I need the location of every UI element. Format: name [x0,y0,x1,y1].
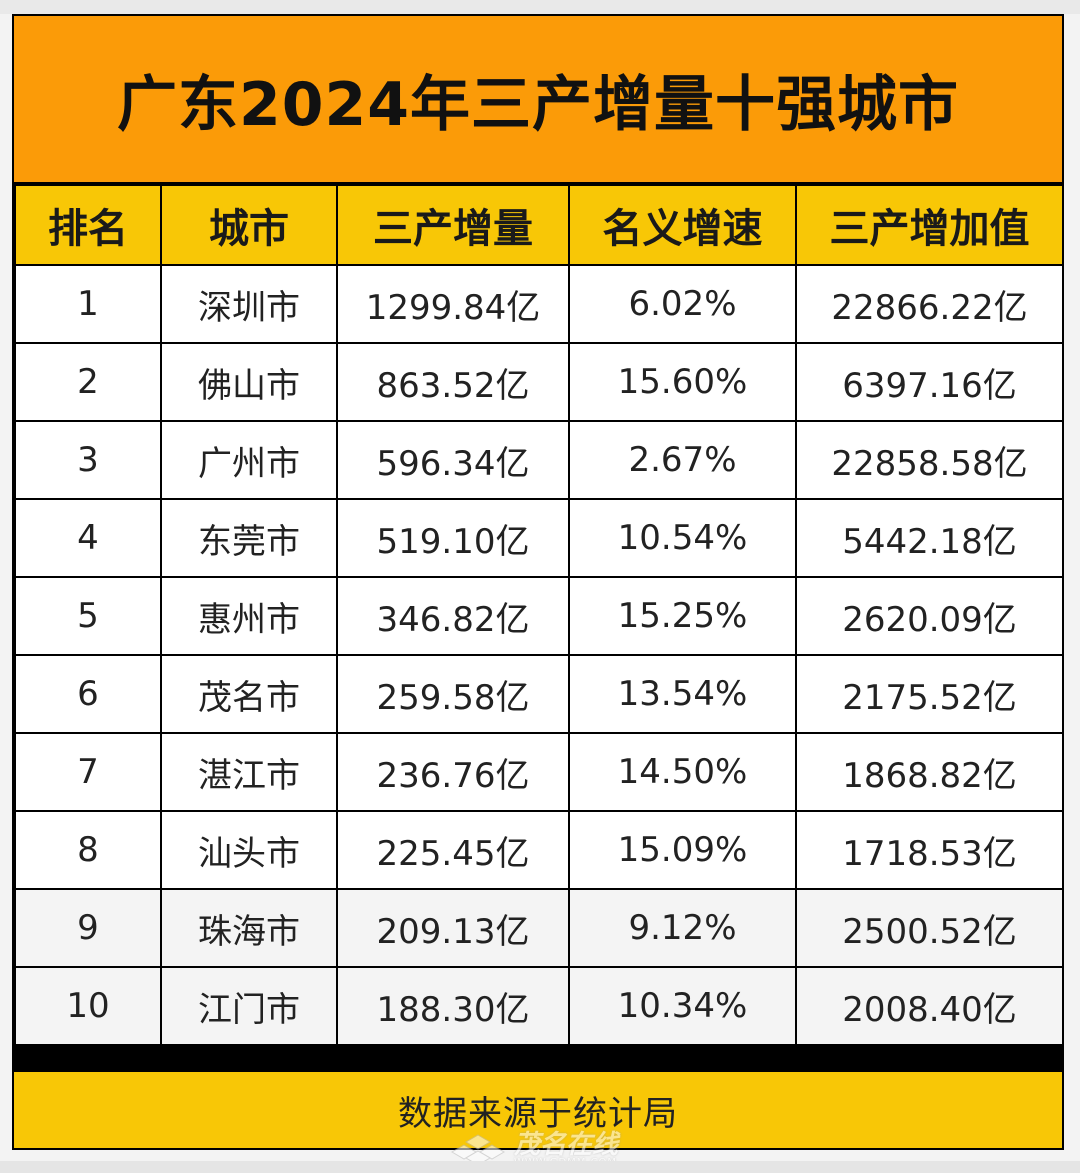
value-cell: 2620.09亿 [795,576,1064,656]
rank-cell: 9 [14,888,162,968]
city-cell: 珠海市 [160,888,338,968]
source-footer: 数据来源于统计局 [14,1070,1062,1148]
watermark-logo-icon [451,1134,505,1166]
increment-cell: 259.58亿 [336,654,570,734]
city-cell: 湛江市 [160,732,338,812]
city-cell: 茂名市 [160,654,338,734]
table-row: 1 深圳市 1299.84亿 6.02% 22866.22亿 [14,264,1064,344]
header-growth: 名义增速 [568,184,797,266]
value-cell: 2500.52亿 [795,888,1064,968]
growth-cell: 10.54% [568,498,797,578]
ranking-table: 排名 城市 三产增量 名义增速 三产增加值 1 深圳市 1299.84亿 6.0… [14,184,1064,1046]
city-cell: 江门市 [160,966,338,1046]
value-cell: 2008.40亿 [795,966,1064,1046]
growth-cell: 15.09% [568,810,797,890]
city-cell: 东莞市 [160,498,338,578]
header-value: 三产增加值 [795,184,1064,266]
table-row: 6 茂名市 259.58亿 13.54% 2175.52亿 [14,654,1064,734]
growth-cell: 15.60% [568,342,797,422]
rank-cell: 5 [14,576,162,656]
header-row: 排名 城市 三产增量 名义增速 三产增加值 [14,184,1064,266]
source-note: 数据来源于统计局 [398,1093,678,1134]
increment-cell: 346.82亿 [336,576,570,656]
table-row: 7 湛江市 236.76亿 14.50% 1868.82亿 [14,732,1064,812]
table-row: 5 惠州市 346.82亿 15.25% 2620.09亿 [14,576,1064,656]
value-cell: 22858.58亿 [795,420,1064,500]
ranking-table-card: 广东2024年三产增量十强城市 排名 城市 三产增量 名义增速 三产增加值 1 … [12,14,1064,1150]
city-cell: 佛山市 [160,342,338,422]
growth-cell: 9.12% [568,888,797,968]
table-row: 3 广州市 596.34亿 2.67% 22858.58亿 [14,420,1064,500]
page-top-strip [0,0,1080,14]
increment-cell: 225.45亿 [336,810,570,890]
increment-cell: 519.10亿 [336,498,570,578]
growth-cell: 10.34% [568,966,797,1046]
value-cell: 22866.22亿 [795,264,1064,344]
rank-cell: 2 [14,342,162,422]
table-row: 8 汕头市 225.45亿 15.09% 1718.53亿 [14,810,1064,890]
rank-cell: 4 [14,498,162,578]
growth-cell: 13.54% [568,654,797,734]
city-cell: 汕头市 [160,810,338,890]
table-row: 2 佛山市 863.52亿 15.60% 6397.16亿 [14,342,1064,422]
header-city: 城市 [160,184,338,266]
value-cell: 1718.53亿 [795,810,1064,890]
rank-cell: 7 [14,732,162,812]
rank-cell: 8 [14,810,162,890]
growth-cell: 6.02% [568,264,797,344]
table-row: 9 珠海市 209.13亿 9.12% 2500.52亿 [14,888,1064,968]
city-cell: 广州市 [160,420,338,500]
page-bottom-strip [0,1161,1080,1173]
rank-cell: 6 [14,654,162,734]
header-increment: 三产增量 [336,184,570,266]
table-row: 10 江门市 188.30亿 10.34% 2008.40亿 [14,966,1064,1046]
increment-cell: 863.52亿 [336,342,570,422]
watermark-name: 茂名在线 [514,1130,619,1160]
city-cell: 惠州市 [160,576,338,656]
table-row: 4 东莞市 519.10亿 10.54% 5442.18亿 [14,498,1064,578]
table-title: 广东2024年三产增量十强城市 [117,69,959,140]
increment-cell: 209.13亿 [336,888,570,968]
rank-cell: 10 [14,966,162,1046]
value-cell: 1868.82亿 [795,732,1064,812]
increment-cell: 1299.84亿 [336,264,570,344]
title-bar: 广东2024年三产增量十强城市 [14,16,1062,184]
rank-cell: 1 [14,264,162,344]
increment-cell: 188.30亿 [336,966,570,1046]
increment-cell: 596.34亿 [336,420,570,500]
value-cell: 5442.18亿 [795,498,1064,578]
growth-cell: 2.67% [568,420,797,500]
growth-cell: 15.25% [568,576,797,656]
value-cell: 2175.52亿 [795,654,1064,734]
rank-cell: 3 [14,420,162,500]
increment-cell: 236.76亿 [336,732,570,812]
city-cell: 深圳市 [160,264,338,344]
header-rank: 排名 [14,184,162,266]
growth-cell: 14.50% [568,732,797,812]
value-cell: 6397.16亿 [795,342,1064,422]
